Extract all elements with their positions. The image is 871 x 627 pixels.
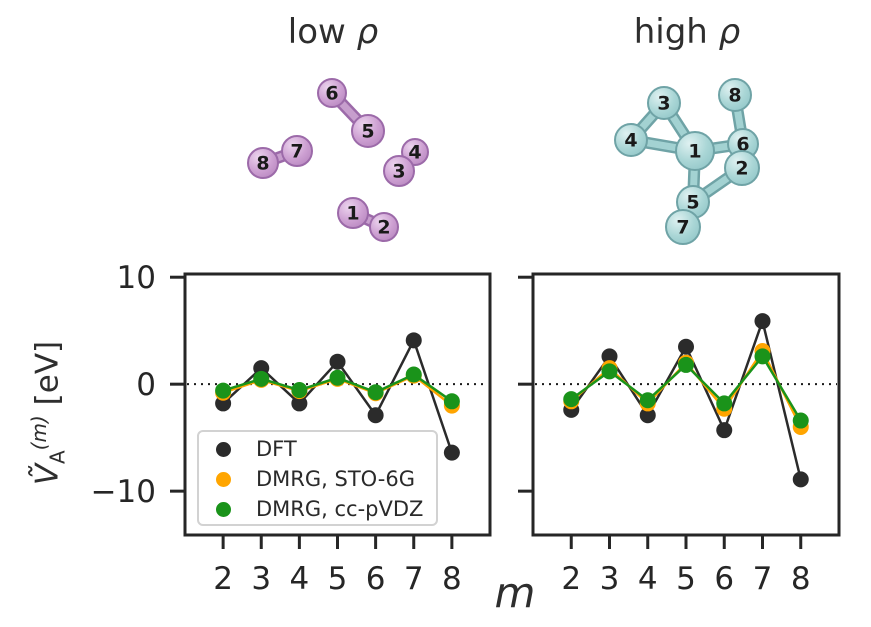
y-axis-label: ṼA(m) [eV] xyxy=(27,340,70,486)
rho-symbol: ρ xyxy=(718,12,741,52)
atom-6 xyxy=(317,78,347,108)
x-tick-label: 8 xyxy=(442,561,462,597)
legend-row-dmrg-sto6g: DMRG, STO-6G xyxy=(199,464,436,494)
atom-label: 5 xyxy=(686,192,699,214)
molecule-diagram-low_rho: 6 5 87 43 12 xyxy=(247,78,429,242)
atom-label: 7 xyxy=(290,141,303,163)
series-dmrg-cc-pvdz xyxy=(563,348,809,429)
atom-8 xyxy=(247,147,279,179)
data-point xyxy=(215,382,232,399)
legend: DFT DMRG, STO-6G DMRG, cc-pVDZ xyxy=(197,430,438,526)
x-tick-label: 2 xyxy=(213,561,233,597)
data-point xyxy=(716,422,733,439)
data-point xyxy=(754,313,771,330)
x-tick-label: 4 xyxy=(638,561,658,597)
atom-label: 7 xyxy=(676,217,689,239)
x-tick-label: 5 xyxy=(676,561,696,597)
panel-title-text: high xyxy=(633,12,719,52)
atom-7 xyxy=(665,209,701,245)
data-point xyxy=(678,338,694,355)
legend-marker-dmrg-ccpvdz xyxy=(216,501,231,517)
atom-label: 5 xyxy=(361,121,374,143)
data-point xyxy=(405,366,422,383)
data-point xyxy=(639,392,656,409)
atom-label: 6 xyxy=(736,134,749,156)
atom-5 xyxy=(351,114,385,148)
data-point xyxy=(329,369,346,386)
data-point xyxy=(443,444,460,461)
atom-1 xyxy=(675,131,715,171)
series-dmrg-cc-pvdz xyxy=(215,366,460,410)
data-point xyxy=(678,356,694,373)
data-point xyxy=(443,393,460,410)
atom-2 xyxy=(369,212,399,242)
x-axis-label: m xyxy=(494,568,536,617)
x-tick-label: 3 xyxy=(600,561,620,597)
x-tick-label: 2 xyxy=(561,561,581,597)
atom-label: 3 xyxy=(392,161,405,183)
atom-label: 6 xyxy=(325,83,338,105)
atom-label: 4 xyxy=(408,142,421,164)
atom-4 xyxy=(614,123,648,157)
legend-row-dmrg-ccpvdz: DMRG, cc-pVDZ xyxy=(199,494,436,524)
atom-3 xyxy=(383,155,415,187)
atom-label: 3 xyxy=(657,93,670,115)
legend-marker-dmrg-sto6g xyxy=(216,471,231,487)
x-tick-label: 6 xyxy=(714,561,734,597)
atom-label: 4 xyxy=(624,130,637,152)
data-point xyxy=(792,412,809,429)
legend-label: DMRG, STO-6G xyxy=(256,466,415,491)
data-point xyxy=(639,407,656,424)
x-tick-label: 7 xyxy=(404,561,424,597)
panel-title-text: low xyxy=(287,12,357,52)
x-tick-label: 6 xyxy=(366,561,386,597)
rho-symbol: ρ xyxy=(356,12,379,52)
data-point xyxy=(405,332,422,349)
legend-label: DFT xyxy=(256,436,297,461)
atom-label: 2 xyxy=(377,217,390,239)
axes-frame xyxy=(531,272,841,537)
y-tick-label: −10 xyxy=(91,474,156,510)
plot-low-density: 2 3 4 5 6 7 8 10 0 −10 xyxy=(91,260,492,597)
atom-3 xyxy=(647,86,681,120)
data-point xyxy=(367,384,384,401)
x-tick-label: 4 xyxy=(290,561,310,597)
y-tick-label: 10 xyxy=(117,260,156,296)
series-dft xyxy=(563,313,809,488)
atom-label: 1 xyxy=(688,141,701,163)
atom-label: 1 xyxy=(346,203,359,225)
x-tick-label: 7 xyxy=(753,561,773,597)
data-point xyxy=(291,382,308,399)
atom-8 xyxy=(718,78,752,112)
atom-label: 2 xyxy=(735,158,748,180)
x-tick-label: 8 xyxy=(791,561,811,597)
data-point xyxy=(329,353,346,370)
data-point xyxy=(792,471,809,488)
molecule-diagram-high_rho: 34 8 62 1 5 7 xyxy=(614,78,760,245)
panel-title-low-rho: low ρ xyxy=(223,12,443,52)
x-tick-label: 3 xyxy=(251,561,271,597)
data-point xyxy=(367,407,384,424)
atom-label: 8 xyxy=(728,85,741,107)
x-tick-label: 5 xyxy=(328,561,348,597)
legend-label: DMRG, cc-pVDZ xyxy=(256,496,424,521)
data-point xyxy=(253,370,270,387)
data-point xyxy=(601,363,618,380)
data-point xyxy=(563,391,580,408)
data-point xyxy=(601,348,618,365)
atom-7 xyxy=(281,135,313,167)
data-point xyxy=(291,395,308,412)
panel-title-high-rho: high ρ xyxy=(577,12,797,52)
data-point xyxy=(716,395,733,412)
legend-row-dft: DFT xyxy=(199,434,436,464)
atom-label: 8 xyxy=(256,153,269,175)
legend-marker-dft xyxy=(216,441,231,457)
atom-2 xyxy=(724,150,760,186)
data-point xyxy=(754,348,771,365)
y-tick-label: 0 xyxy=(136,367,156,403)
atom-1 xyxy=(337,197,369,229)
